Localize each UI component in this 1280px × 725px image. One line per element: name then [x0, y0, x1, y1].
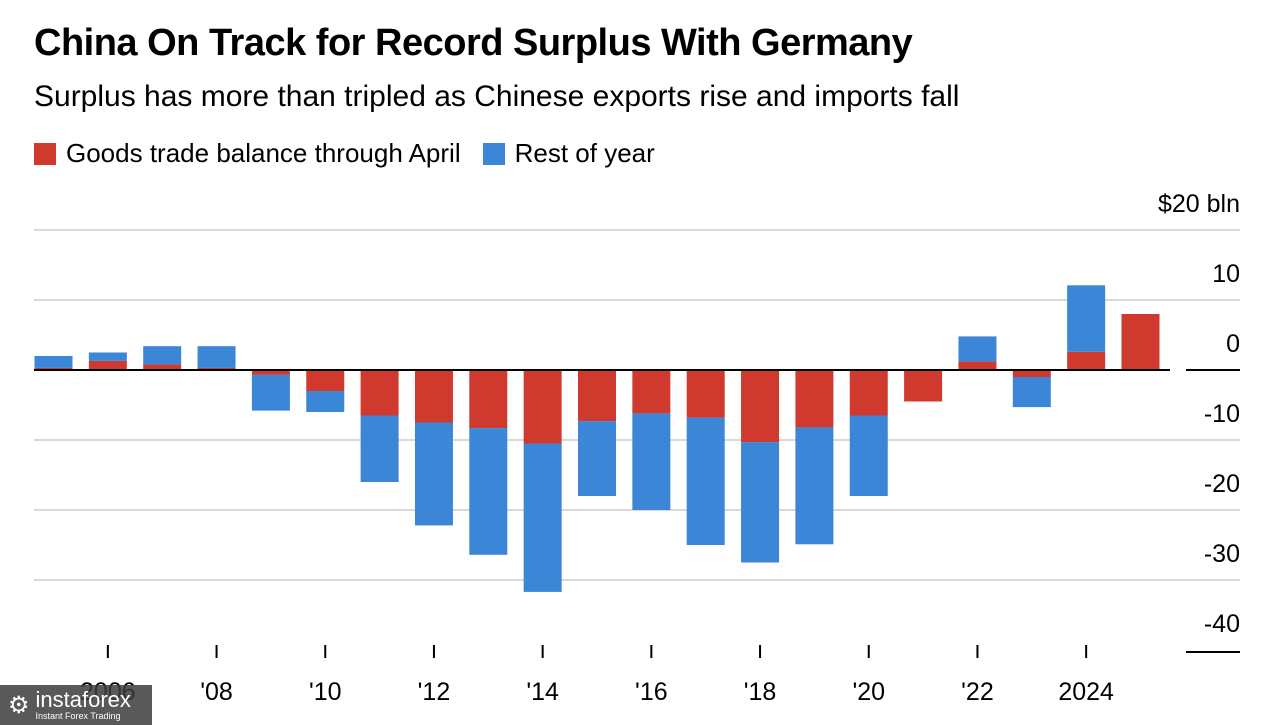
bar-rest-of-year	[143, 346, 182, 365]
x-tick-label: 2024	[1058, 678, 1114, 706]
bar-through-april	[306, 370, 345, 391]
bar-rest-of-year	[88, 352, 127, 361]
watermark: ⚙ instaforex Instant Forex Trading	[0, 685, 152, 725]
x-tick-label: '20	[852, 678, 885, 706]
bar-rest-of-year	[306, 391, 345, 412]
bar-rest-of-year	[523, 443, 562, 592]
x-tick-label: '14	[526, 678, 559, 706]
bar-rest-of-year	[251, 374, 290, 411]
x-tick-label: '22	[961, 678, 994, 706]
bar-through-april	[1012, 370, 1051, 377]
bar-rest-of-year	[958, 336, 997, 362]
y-tick-label: -40	[1204, 610, 1240, 638]
y-tick-label: 0	[1226, 330, 1240, 358]
y-unit-label: $20 bln	[1158, 190, 1240, 218]
x-tick-label: '12	[418, 678, 451, 706]
bar-through-april	[904, 370, 943, 402]
bar-rest-of-year	[849, 415, 888, 496]
bar-through-april	[34, 367, 73, 370]
bar-through-april	[523, 370, 562, 444]
bar-rest-of-year	[686, 417, 725, 545]
watermark-brand: instaforex	[35, 687, 131, 712]
legend-label-rest-of-year: Rest of year	[514, 138, 655, 168]
chart-subtitle: Surplus has more than tripled as Chinese…	[34, 80, 960, 113]
y-tick-label: -10	[1204, 400, 1240, 428]
bar-through-april	[143, 364, 182, 370]
bar-through-april	[686, 370, 725, 418]
bar-through-april	[632, 370, 671, 414]
x-tick-label: '08	[200, 678, 233, 706]
bar-rest-of-year	[741, 442, 780, 563]
bar-through-april	[1121, 314, 1160, 370]
bar-rest-of-year	[360, 415, 399, 482]
legend-entry-rest-of-year: Rest of year	[482, 138, 655, 169]
bar-through-april	[741, 370, 780, 443]
bar-through-april	[360, 370, 399, 416]
legend-swatch-red	[34, 142, 56, 165]
instaforex-logo-icon: ⚙	[8, 691, 30, 719]
y-tick-label: 10	[1212, 260, 1240, 288]
y-tick-label: -30	[1204, 540, 1240, 568]
bar-rest-of-year	[1067, 285, 1106, 352]
bar-through-april	[414, 370, 453, 423]
x-tick-label: '18	[744, 678, 777, 706]
bar-rest-of-year	[414, 422, 453, 526]
bar-rest-of-year	[197, 346, 236, 368]
bar-through-april	[88, 360, 127, 370]
legend-swatch-blue	[482, 142, 505, 165]
watermark-tagline: Instant Forex Trading	[35, 711, 121, 721]
bar-rest-of-year	[469, 428, 508, 555]
bar-rest-of-year	[34, 356, 73, 368]
bar-through-april	[251, 370, 290, 375]
x-tick-label: '10	[309, 678, 342, 706]
bar-rest-of-year	[795, 427, 834, 545]
bar-rest-of-year	[632, 413, 671, 510]
chart-title: China On Track for Record Surplus With G…	[34, 22, 913, 64]
legend: Goods trade balance through April Rest o…	[34, 138, 677, 169]
x-tick-label: '16	[635, 678, 668, 706]
bar-through-april	[578, 370, 616, 422]
bar-through-april	[795, 370, 834, 428]
bar-through-april	[1067, 351, 1106, 370]
legend-entry-through-april: Goods trade balance through April	[34, 138, 461, 169]
bar-rest-of-year	[1012, 377, 1051, 408]
bar-through-april	[197, 367, 236, 370]
legend-label-through-april: Goods trade balance through April	[66, 138, 461, 168]
bar-rest-of-year	[578, 421, 616, 496]
y-tick-label: -20	[1204, 470, 1240, 498]
bar-through-april	[958, 361, 997, 370]
bar-through-april	[849, 370, 888, 416]
bar-through-april	[469, 370, 508, 429]
